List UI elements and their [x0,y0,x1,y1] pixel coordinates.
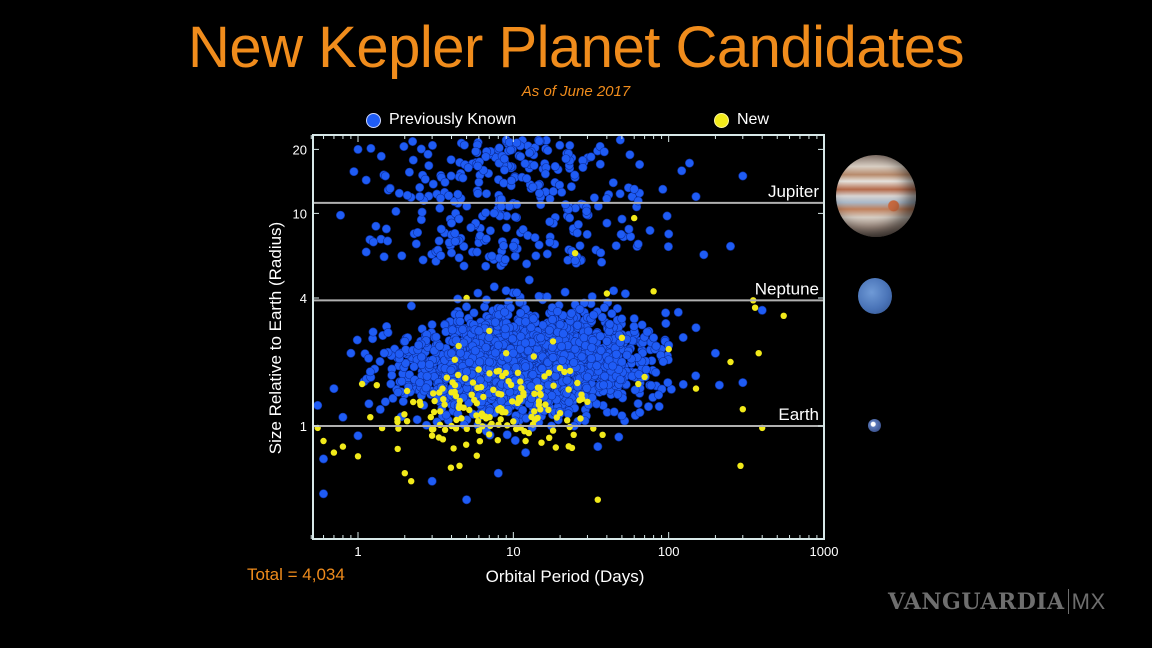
neptune-image [858,278,892,314]
y-axis-label: Size Relative to Earth (Radius) [266,221,285,455]
blue-dot-icon [366,112,381,128]
svg-text:10: 10 [293,206,307,221]
new-planet-points [314,214,787,503]
plot-frame [312,134,825,540]
axis-ticks: 1 10 100 1000 1 4 10 20 [293,135,839,559]
svg-text:Neptune: Neptune [755,279,819,298]
svg-text:1: 1 [354,544,361,559]
legend-label: New [737,111,770,128]
earth-image [868,419,881,432]
svg-text:100: 100 [658,544,680,559]
known-planet-points [313,135,767,505]
reference-lines [313,201,824,427]
jupiter-image [836,155,916,237]
watermark-logo: VANGUARDIA MX [888,589,1106,615]
x-axis-label: Orbital Period (Days) [485,567,645,586]
total-count: Total = 4,034 [247,565,345,584]
svg-text:1: 1 [300,419,307,434]
legend-label: Previously Known [389,111,517,128]
yellow-dot-icon [714,112,729,128]
svg-text:Jupiter: Jupiter [768,182,819,201]
svg-text:1000: 1000 [810,544,839,559]
chart-subtitle: As of June 2017 [521,83,631,100]
watermark-text: VANGUARDIA [888,589,1065,615]
svg-text:20: 20 [293,142,307,157]
svg-text:10: 10 [506,544,520,559]
legend-item-previously-known: Previously Known [366,111,516,129]
legend-item-new: New [714,111,769,129]
watermark-suffix: MX [1067,589,1106,614]
svg-text:Earth: Earth [778,405,819,424]
reference-labels: Jupiter Neptune Earth [755,182,820,424]
svg-text:4: 4 [300,291,307,306]
chart-title: New Kepler Planet Candidates [188,15,964,80]
